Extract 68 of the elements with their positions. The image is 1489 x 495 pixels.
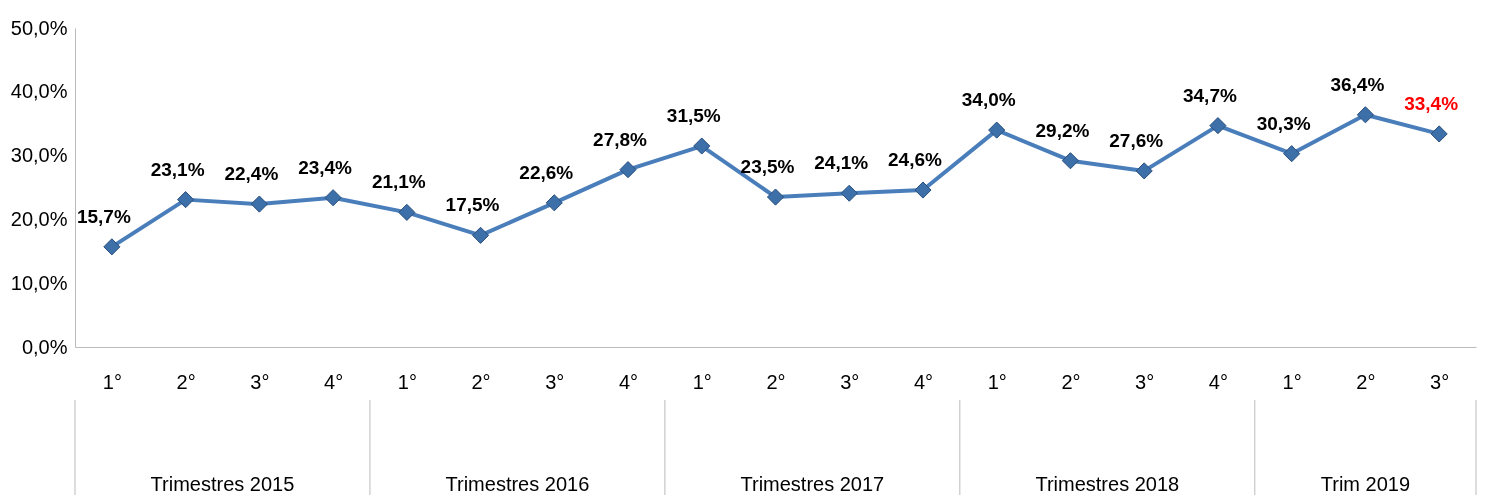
x-tick-label: 3° xyxy=(250,370,270,393)
x-tick-label: 2° xyxy=(1061,370,1081,393)
x-tick-label: 3° xyxy=(545,370,565,393)
point xyxy=(693,137,711,155)
x-tick-label: 4° xyxy=(1208,370,1228,393)
text: 29,2% xyxy=(1035,119,1090,141)
text: Trimestres 2015 xyxy=(150,473,295,495)
x-tick-label: 4° xyxy=(324,370,344,393)
y-tick-label: 10,0% xyxy=(10,271,68,294)
x-tick-label: 3° xyxy=(1135,370,1155,393)
text: 23,4% xyxy=(298,156,353,178)
x-tick-label: 2° xyxy=(176,370,196,393)
text: 34,7% xyxy=(1182,84,1237,106)
y-tick-label: 30,0% xyxy=(10,144,68,167)
text: 27,6% xyxy=(1109,129,1164,151)
point xyxy=(914,181,932,199)
text: 31,5% xyxy=(666,105,721,127)
x-tick-label: 1° xyxy=(102,370,122,393)
x-tick-label: 2° xyxy=(471,370,491,393)
text: Trimestres 2017 xyxy=(740,473,885,495)
point xyxy=(766,188,785,206)
point xyxy=(1061,152,1080,170)
text: 34,0% xyxy=(961,89,1016,111)
point xyxy=(398,203,416,221)
x-tick-label: 1° xyxy=(1282,370,1302,393)
point xyxy=(471,226,490,244)
x-tick-label: 1° xyxy=(987,370,1007,393)
text: 23,1% xyxy=(150,158,205,180)
text: 27,8% xyxy=(593,128,647,150)
point xyxy=(619,161,637,179)
text: 24,6% xyxy=(888,149,942,171)
text: Trimestres 2018 xyxy=(1035,473,1180,495)
x-tick-label: 2° xyxy=(766,370,786,393)
x-tick-label: 2° xyxy=(1356,370,1376,393)
x-tick-label: 3° xyxy=(1430,370,1450,393)
point xyxy=(1283,145,1301,163)
point xyxy=(545,194,563,212)
text: 36,4% xyxy=(1330,73,1385,95)
point xyxy=(1135,162,1153,180)
point xyxy=(840,184,858,202)
text: 21,1% xyxy=(371,171,426,193)
text: 30,3% xyxy=(1256,112,1311,134)
text: 24,1% xyxy=(814,152,869,174)
point xyxy=(177,191,195,209)
point xyxy=(1430,125,1448,143)
x-tick-label: 4° xyxy=(618,370,639,393)
point xyxy=(103,238,121,256)
text: 22,4% xyxy=(224,163,279,185)
x-tick-label: 3° xyxy=(840,370,860,393)
point xyxy=(1209,117,1227,135)
text: 22,6% xyxy=(519,161,574,183)
text: 23,5% xyxy=(740,156,795,178)
text: Trimestres 2016 xyxy=(445,473,590,495)
point xyxy=(1356,106,1374,124)
x-tick-label: 1° xyxy=(397,370,417,393)
point xyxy=(324,189,342,207)
text: 33,4% xyxy=(1404,92,1459,114)
text: 17,5% xyxy=(445,194,500,216)
text: 15,7% xyxy=(76,205,131,227)
x-tick-label: 4° xyxy=(913,370,934,393)
y-tick-label: 50,0% xyxy=(10,16,68,39)
y-tick-label: 40,0% xyxy=(10,80,68,103)
x-tick-label: 1° xyxy=(692,370,712,393)
point xyxy=(988,121,1006,139)
point xyxy=(250,195,268,213)
y-tick-label: 20,0% xyxy=(10,207,68,230)
text: Trim 2019 xyxy=(1320,473,1411,495)
y-tick-label: 0,0% xyxy=(21,335,68,358)
